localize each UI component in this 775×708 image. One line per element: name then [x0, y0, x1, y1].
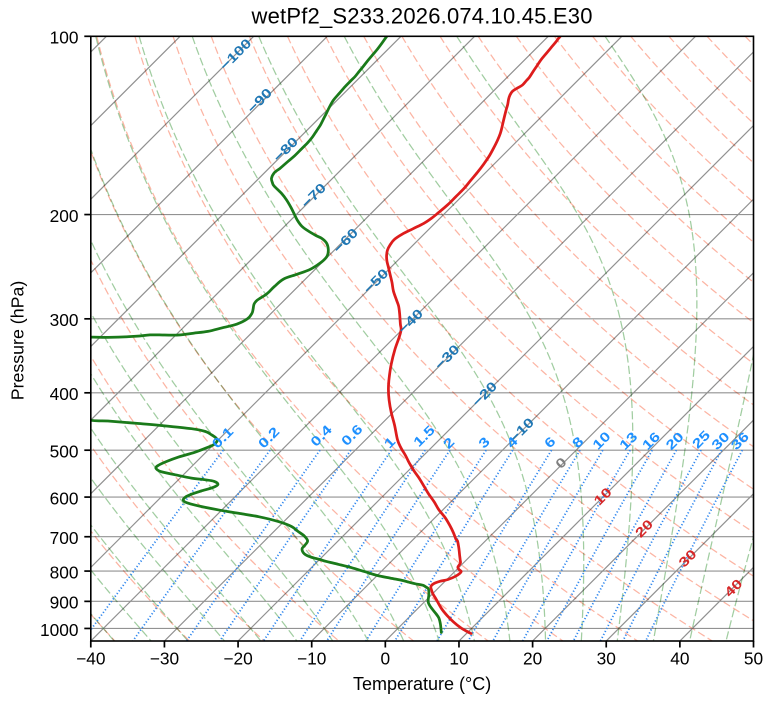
svg-text:20: 20	[523, 649, 542, 669]
svg-text:1000: 1000	[40, 620, 78, 640]
svg-text:400: 400	[50, 384, 79, 404]
svg-text:−10: −10	[297, 649, 326, 669]
svg-text:−20: −20	[223, 649, 252, 669]
svg-text:50: 50	[744, 649, 763, 669]
svg-text:40: 40	[670, 649, 689, 669]
svg-text:500: 500	[50, 442, 79, 462]
svg-text:−40: −40	[76, 649, 105, 669]
svg-text:0: 0	[381, 649, 391, 669]
svg-text:30: 30	[597, 649, 616, 669]
svg-text:900: 900	[50, 593, 79, 613]
svg-text:10: 10	[449, 649, 468, 669]
svg-text:−30: −30	[150, 649, 179, 669]
svg-text:300: 300	[50, 310, 79, 330]
svg-text:100: 100	[50, 28, 79, 48]
svg-text:800: 800	[50, 562, 79, 582]
svg-text:700: 700	[50, 528, 79, 548]
svg-text:wetPf2_S233.2026.074.10.45.E30: wetPf2_S233.2026.074.10.45.E30	[251, 4, 593, 29]
svg-text:Pressure (hPa): Pressure (hPa)	[8, 281, 28, 401]
svg-text:200: 200	[50, 206, 79, 226]
svg-text:Temperature (°C): Temperature (°C)	[353, 674, 491, 694]
svg-text:600: 600	[50, 488, 79, 508]
